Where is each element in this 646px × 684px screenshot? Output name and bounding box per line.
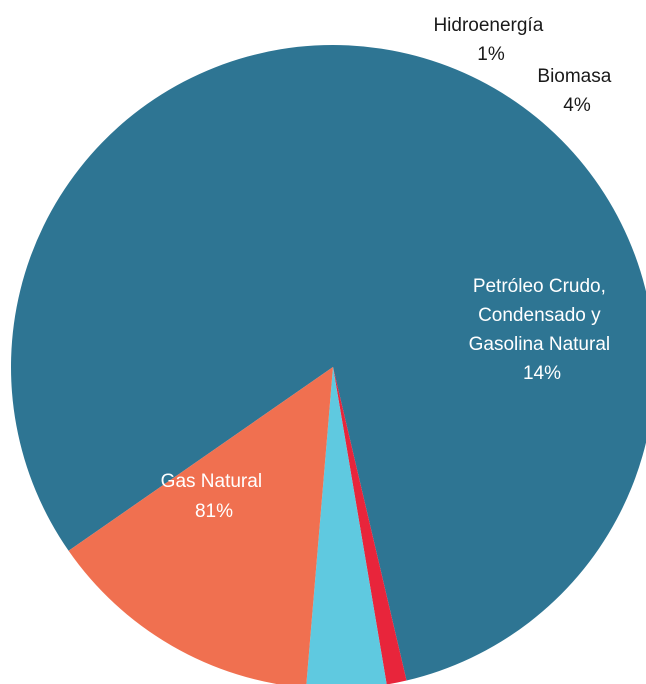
slice-value-petroleo: 14% [523, 363, 561, 384]
slice-name-biomasa: Biomasa [537, 66, 611, 87]
slice-name-petroleo-line-3: Gasolina Natural [469, 334, 611, 355]
slice-value-biomasa: 4% [563, 95, 591, 116]
slice-label-biomasa: Biomasa 4% [537, 66, 616, 116]
slice-name-petroleo-line-1: Petróleo Crudo, [473, 276, 606, 297]
slice-value-hidroenergia: 1% [477, 44, 505, 65]
slice-name-petroleo-line-2: Condensado y [478, 305, 601, 326]
slice-name-hidroenergia: Hidroenergía [433, 15, 543, 36]
slice-value-gas-natural: 81% [195, 501, 233, 522]
slice-label-hidroenergia: Hidroenergía 1% [433, 15, 548, 65]
slice-name-gas-natural: Gas Natural [161, 471, 262, 492]
slice-biomasa [306, 367, 387, 684]
slice-label-gas-natural: Gas Natural 81% [161, 471, 268, 522]
pie-labels: Gas Natural 81% Hidroenergía 1% Biomasa … [161, 15, 616, 522]
pie-slices [11, 45, 646, 684]
slice-label-petroleo: Petróleo Crudo, Condensado y Gasolina Na… [469, 276, 616, 384]
slice-petroleo [68, 367, 333, 684]
slice-gas-natural [11, 45, 646, 681]
slice-hidroenergia [333, 367, 407, 684]
